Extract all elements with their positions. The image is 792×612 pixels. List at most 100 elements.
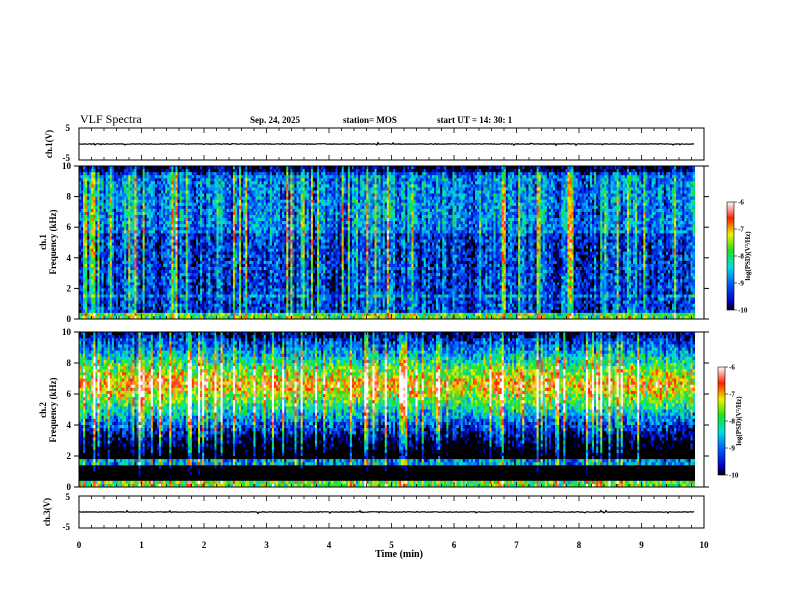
spectrogram-cell: [169, 202, 172, 207]
spectrogram-cell: [187, 181, 191, 185]
spectrogram-cell: [124, 315, 127, 320]
spectrogram-cell: [173, 193, 176, 197]
spectrogram-cell: [142, 263, 146, 268]
spectrogram-cell: [91, 248, 94, 253]
spectrogram-cell: [193, 166, 197, 170]
spectrogram-cell: [193, 273, 197, 277]
spectrogram-cell: [99, 297, 102, 302]
spectrogram-cell: [109, 184, 113, 188]
spectrogram-cell: [181, 309, 185, 314]
spectrogram-cell: [87, 279, 90, 283]
spectrogram-cell: [111, 239, 115, 243]
spectrogram-cell: [126, 242, 129, 246]
spectrogram-cell: [83, 205, 86, 210]
spectrogram-cell: [134, 254, 137, 259]
spectrogram-cell: [142, 254, 146, 259]
spectrogram-cell: [163, 193, 166, 197]
spectrogram-cell: [179, 199, 182, 204]
spectrogram-cell: [165, 263, 168, 268]
spectrogram-cell: [109, 199, 113, 204]
spectrogram-cell: [177, 263, 180, 268]
spectrogram-cell: [109, 202, 113, 207]
spectrogram-cell: [115, 175, 119, 179]
spectrogram-cell: [191, 266, 195, 271]
spectrogram-cell: [93, 251, 96, 256]
spectrogram-cell: [81, 291, 84, 295]
spectrogram-cell: [138, 315, 141, 320]
spectrogram-cell: [113, 248, 117, 253]
spectrogram-cell: [189, 202, 193, 207]
spectrogram-cell: [128, 312, 131, 317]
spectrogram-cell: [128, 227, 131, 231]
spectrogram-cell: [99, 178, 102, 182]
spectrogram-cell: [109, 306, 113, 311]
spectrogram-cell: [134, 208, 137, 213]
spectrogram-cell: [175, 196, 178, 201]
spectrogram-cell: [115, 224, 119, 228]
spectrogram-cell: [122, 169, 125, 173]
spectrogram-cell: [79, 270, 82, 274]
spectrogram-cell: [152, 266, 156, 271]
spectrogram-cell: [161, 214, 164, 219]
spectrogram-cell: [152, 169, 156, 173]
spectrogram-cell: [126, 175, 129, 179]
spectrogram-cell: [126, 276, 129, 280]
spectrogram-cell: [97, 181, 100, 185]
spectrogram-cell: [185, 288, 189, 292]
spectrogram-cell: [81, 214, 84, 219]
spectrogram-cell: [138, 233, 141, 237]
spectrogram-cell: [97, 279, 100, 283]
spectrogram-cell: [99, 303, 102, 308]
spectrogram-cell: [161, 273, 164, 277]
spectrogram-cell: [103, 242, 107, 246]
spectrogram-cell: [193, 291, 197, 295]
spectrogram-cell: [89, 169, 92, 173]
spectrogram-cell: [154, 166, 158, 170]
spectrogram-cell: [185, 285, 189, 289]
spectrogram-cell: [109, 270, 113, 274]
spectrogram-cell: [179, 236, 182, 240]
spectrogram-cell: [120, 218, 123, 222]
spectrogram-cell: [138, 166, 141, 170]
spectrogram-cell: [146, 175, 150, 179]
spectrogram-cell: [109, 172, 113, 176]
spectrogram-cell: [163, 297, 166, 302]
spectrogram-cell: [136, 242, 139, 246]
spectrogram-cell: [132, 297, 135, 302]
spectrogram-cell: [179, 285, 182, 289]
spectrogram-cell: [132, 270, 135, 274]
spectrogram-cell: [165, 309, 168, 314]
spectrogram-cell: [126, 221, 129, 225]
spectrogram-cell: [144, 227, 148, 231]
spectrogram-cell: [91, 218, 94, 222]
spectrogram-cell: [109, 273, 113, 277]
spectrogram-cell: [191, 187, 195, 191]
spectrogram-cell: [83, 276, 86, 280]
spectrogram-cell: [97, 242, 100, 246]
spectrogram-cell: [85, 285, 88, 289]
spectrogram-cell: [85, 303, 88, 308]
spectrogram-cell: [198, 285, 201, 289]
spectrogram-cell: [154, 224, 158, 228]
spectrogram-cell: [148, 270, 152, 274]
spectrogram-cell: [150, 279, 154, 283]
spectrogram-cell: [130, 166, 133, 170]
spectrogram-cell: [161, 266, 164, 271]
spectrogram-cell: [195, 202, 199, 207]
spectrogram-cell: [79, 285, 82, 289]
spectrogram-cell: [138, 169, 141, 173]
spectrogram-cell: [142, 306, 146, 311]
spectrogram-cell: [163, 288, 166, 292]
spectrogram-cell: [144, 273, 148, 277]
spectrogram-cell: [138, 242, 141, 246]
spectrogram-cell: [132, 266, 135, 271]
spectrogram-cell: [173, 221, 176, 225]
spectrogram-cell: [152, 227, 156, 231]
spectrogram-cell: [91, 199, 94, 204]
spectrogram-cell: [142, 309, 146, 314]
spectrogram-cell: [99, 214, 102, 219]
spectrogram-cell: [126, 196, 129, 201]
spectrogram-cell: [144, 291, 148, 295]
spectrogram-cell: [152, 193, 156, 197]
spectrogram-cell: [169, 254, 172, 259]
